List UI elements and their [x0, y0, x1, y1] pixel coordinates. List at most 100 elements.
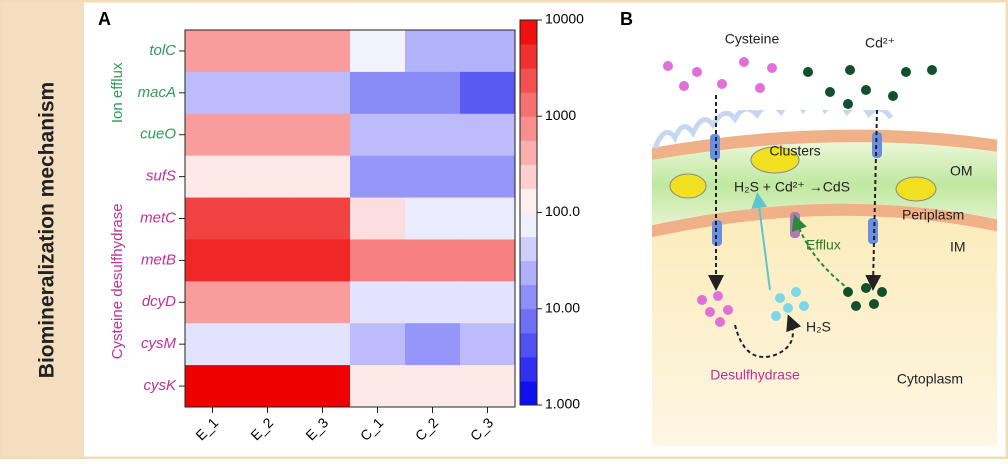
colorbar-tick-label: 100.0: [545, 203, 580, 219]
x-tick-label: C_1: [357, 414, 387, 444]
heat-cell: [240, 155, 296, 199]
row-label: cysM: [141, 335, 177, 352]
h2s-dots: [771, 287, 809, 321]
heat-cell: [295, 365, 351, 408]
colorbar-step: [520, 140, 537, 165]
row-label: metC: [140, 209, 176, 226]
heat-cell: [350, 365, 406, 408]
row-label: cueO: [140, 126, 176, 143]
colorbar-step: [520, 260, 537, 286]
heat-cell: [405, 323, 461, 366]
colorbar-step: [520, 356, 537, 382]
heat-cell: [185, 323, 241, 366]
diagram-label: Desulfhydrase: [710, 367, 800, 383]
heat-cell: [350, 281, 406, 324]
colorbar-step: [520, 212, 537, 238]
heat-cell: [240, 30, 296, 73]
heat-cell: [405, 71, 461, 115]
row-label: metB: [141, 251, 176, 268]
arrows: [708, 95, 882, 358]
heat-cell: [185, 71, 241, 115]
heat-cell: [295, 113, 351, 157]
heat-cell: [185, 365, 241, 408]
colorbar-step: [520, 308, 537, 334]
cd-dots: [803, 65, 937, 109]
heat-cell: [350, 71, 406, 115]
arrow: [751, 192, 771, 291]
diagram-label: Cd²⁺: [865, 35, 895, 51]
heat-cell: [240, 197, 296, 240]
heat-cell: [460, 197, 516, 240]
row-label: cysK: [143, 377, 177, 394]
heat-cell: [405, 197, 461, 240]
heat-cell: [460, 113, 516, 157]
heat-cell: [185, 281, 241, 324]
clusters: [669, 146, 937, 202]
heat-cell: [405, 155, 461, 199]
row-label: dcyD: [142, 293, 176, 310]
cysteine-dots: [697, 291, 733, 327]
colorbar-tick-label: 1000: [545, 107, 576, 123]
heat-cell: [240, 365, 296, 408]
outer-membrane: [652, 129, 997, 160]
panel-label: B: [620, 9, 633, 29]
colorbar-step: [520, 164, 537, 189]
heat-cell: [460, 365, 516, 408]
colorbar-step: [520, 116, 537, 141]
diagram-label: Efflux: [806, 237, 841, 253]
heat-cell: [405, 365, 461, 408]
heat-cell: [185, 155, 241, 199]
heatmap-frame: [184, 29, 516, 408]
heat-cell: [460, 281, 516, 324]
heat-cell: [460, 323, 516, 366]
diagram-label: Cytoplasm: [897, 371, 963, 387]
colorbar-step: [520, 44, 537, 69]
group-label: Cysteine desulfhydrase: [109, 203, 126, 359]
colorbar-step: [520, 20, 537, 45]
diagram-label: Cysteine: [725, 31, 780, 47]
heat-cell: [295, 71, 351, 115]
diagram-label: H₂S + Cd²⁺ →CdS: [734, 179, 850, 195]
heat-cell: [240, 239, 296, 282]
diagram: Cysteine Cd²⁺ Clusters H₂S + Cd²⁺ →CdS O…: [652, 31, 997, 446]
diagram-label: OM: [950, 163, 973, 179]
x-tick-label: E_2: [247, 414, 276, 443]
heat-cell: [185, 197, 241, 240]
colorbar-tick-label: 10.00: [545, 299, 580, 315]
heat-cell: [460, 71, 516, 115]
heat-cell: [295, 281, 351, 324]
inner-membrane: [652, 203, 997, 238]
diagram-label: H₂S: [806, 319, 831, 335]
heat-cell: [350, 197, 406, 240]
colorbar-step: [520, 380, 537, 406]
diagram-label: Clusters: [769, 143, 820, 159]
heat-cell: [240, 281, 296, 324]
cysteine-dots: [663, 57, 777, 93]
group-label: Ion efflux: [109, 62, 126, 123]
diagram-label: IM: [950, 239, 966, 255]
heat-cell: [240, 113, 296, 157]
colorbar-step: [520, 188, 537, 213]
colorbar-step: [520, 332, 537, 358]
row-label: sufS: [146, 168, 176, 185]
heat-cell: [460, 30, 516, 73]
heat-cell: [185, 239, 241, 282]
heat-cell: [240, 71, 296, 115]
heat-cell: [405, 239, 461, 282]
cd-dots: [843, 283, 887, 311]
heat-cell: [185, 30, 241, 73]
heat-cell: [295, 323, 351, 366]
heat-cell: [350, 30, 406, 73]
heat-cell: [295, 239, 351, 282]
outside: [652, 110, 997, 148]
heat-cell: [185, 113, 241, 157]
diagram-label: Periplasm: [902, 207, 964, 223]
heat-cell: [350, 155, 406, 199]
colorbar-step: [520, 92, 537, 117]
heat-cell: [295, 155, 351, 199]
heat-cell: [405, 281, 461, 324]
row-label: macA: [138, 84, 176, 101]
colorbar-tick-label: 1.000: [545, 396, 580, 412]
